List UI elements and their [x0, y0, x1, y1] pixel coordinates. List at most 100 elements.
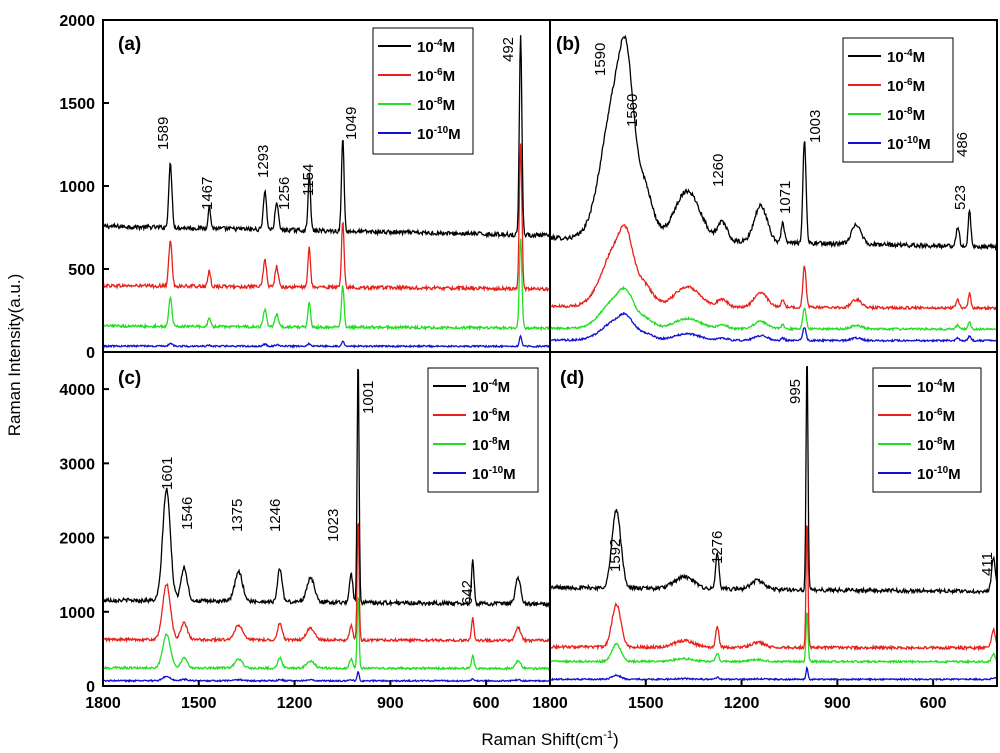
peak-label: 1589	[155, 117, 172, 150]
y-axis-label: Raman Intensity(a.u.)	[5, 274, 24, 437]
x-tick-label: 600	[920, 695, 947, 712]
peak-label: 1560	[624, 94, 641, 127]
y-tick-label: 2000	[59, 13, 95, 30]
y-tick-label: 0	[86, 345, 95, 362]
peak-label: 1375	[229, 499, 246, 532]
legend-entry: 10-10M	[917, 465, 961, 483]
series-c-1e-8	[103, 596, 550, 672]
legend-c: 10-4M 10-6M 10-8M 10-10M	[427, 367, 539, 493]
panel-label: (b)	[556, 34, 580, 55]
peak-label: 1246	[267, 499, 284, 532]
legend-entry: 10-6M	[417, 67, 455, 85]
legend-entry: 10-4M	[887, 48, 925, 66]
peak-label: 1071	[777, 181, 794, 214]
x-tick-label: 1500	[628, 695, 664, 712]
legend-entry: 10-8M	[887, 106, 925, 124]
series-b-1e-6	[550, 224, 997, 311]
y-tick-label: 1000	[59, 605, 95, 622]
series-b-1e-8	[550, 285, 997, 332]
peak-label: 1049	[343, 107, 360, 140]
peak-label: 642	[459, 580, 476, 605]
panel-label: (c)	[118, 368, 141, 389]
peak-label: 486	[954, 132, 971, 157]
y-tick-label: 1000	[59, 179, 95, 196]
series-a-1e-8	[103, 238, 550, 332]
x-tick-label: 600	[473, 695, 500, 712]
series-group-d	[550, 365, 997, 682]
series-group-b	[550, 34, 997, 344]
legend-entry: 10-6M	[887, 77, 925, 95]
x-tick-label: 1800	[532, 695, 568, 712]
series-a-1e-6	[103, 143, 550, 293]
series-c-1e-6	[103, 522, 550, 644]
x-axis-label-close: )	[613, 730, 619, 749]
peak-label: 1260	[710, 154, 727, 187]
series-group-a	[103, 35, 550, 349]
peak-label: 1023	[325, 509, 342, 542]
y-tick-label: 1500	[59, 96, 95, 113]
peak-label: 1001	[360, 381, 377, 414]
panel-b: (b) 1590 1560 1260 1071 1003 523 486 10-4M 10-6M 1…	[549, 19, 998, 353]
legend-box	[427, 367, 539, 493]
peak-label: 1590	[592, 43, 609, 76]
frame-d	[549, 351, 998, 687]
legend-entry: 10-4M	[472, 378, 510, 396]
legend-entry: 10-4M	[917, 378, 955, 396]
peak-label: 1154	[300, 164, 317, 196]
legend-entry: 10-6M	[472, 407, 510, 425]
x-tick-label: 900	[377, 695, 404, 712]
legend-entry: 10-8M	[417, 96, 455, 114]
x-axis-label-main: Raman Shift(cm	[481, 730, 603, 749]
legend-box	[872, 367, 982, 493]
x-tick-label: 1800	[85, 695, 121, 712]
panel-c: 0 1000 2000 3000 4000 1800 1500 1200 900 600 (c) 16…	[59, 351, 551, 712]
panel-label: (a)	[118, 34, 141, 55]
legend-entry: 10-4M	[417, 38, 455, 56]
x-tick-label: 1500	[181, 695, 217, 712]
peak-label: 1276	[709, 531, 726, 564]
peak-label: 1293	[255, 145, 272, 178]
peak-label: 1467	[199, 177, 216, 210]
legend-entry: 10-10M	[472, 465, 516, 483]
series-d-1e-8	[550, 612, 997, 665]
legend-entry: 10-6M	[917, 407, 955, 425]
x-tick-label: 1200	[724, 695, 760, 712]
legend-entry: 10-8M	[917, 436, 955, 454]
series-d-1e-6	[550, 525, 997, 652]
panel-d: 1800 1500 1200 900 600 (d) 1592 1276 995 411 10-4M…	[532, 351, 998, 712]
legend-b: 10-4M 10-6M 10-8M 10-10M	[842, 37, 954, 163]
legend-box	[842, 37, 954, 163]
series-c-1e-10	[103, 671, 550, 683]
x-axis-label-sup: -1	[603, 729, 613, 741]
peak-label: 411	[979, 552, 996, 576]
x-tick-label: 1200	[277, 695, 313, 712]
y-tick-label: 4000	[59, 382, 95, 399]
x-axis-label: Raman Shift(cm-1)	[481, 729, 618, 749]
series-a-1e-4	[103, 35, 550, 239]
peak-label: 1256	[276, 177, 293, 210]
panel-label: (d)	[560, 368, 584, 389]
series-d-1e-4	[550, 365, 997, 596]
peak-label: 523	[952, 185, 969, 210]
peak-label: 995	[787, 379, 804, 404]
y-tick-label: 500	[68, 262, 95, 279]
series-d-1e-10	[550, 665, 997, 682]
series-group-c	[103, 368, 550, 683]
x-tick-label: 900	[824, 695, 851, 712]
peak-label: 1601	[159, 457, 176, 490]
peak-label: 1003	[807, 110, 824, 143]
legend-d: 10-4M 10-6M 10-8M 10-10M	[872, 367, 982, 493]
y-tick-label: 0	[86, 679, 95, 696]
y-tick-label: 2000	[59, 531, 95, 548]
legend-a: 10-4M 10-6M 10-8M 10-10M	[372, 27, 474, 155]
legend-entry: 10-10M	[417, 125, 461, 143]
series-b-1e-4	[550, 34, 997, 251]
peak-label: 1546	[179, 497, 196, 530]
series-a-1e-10	[103, 334, 550, 349]
series-b-1e-10	[550, 311, 997, 344]
peak-label: 1592	[607, 539, 624, 572]
y-tick-label: 3000	[59, 456, 95, 473]
